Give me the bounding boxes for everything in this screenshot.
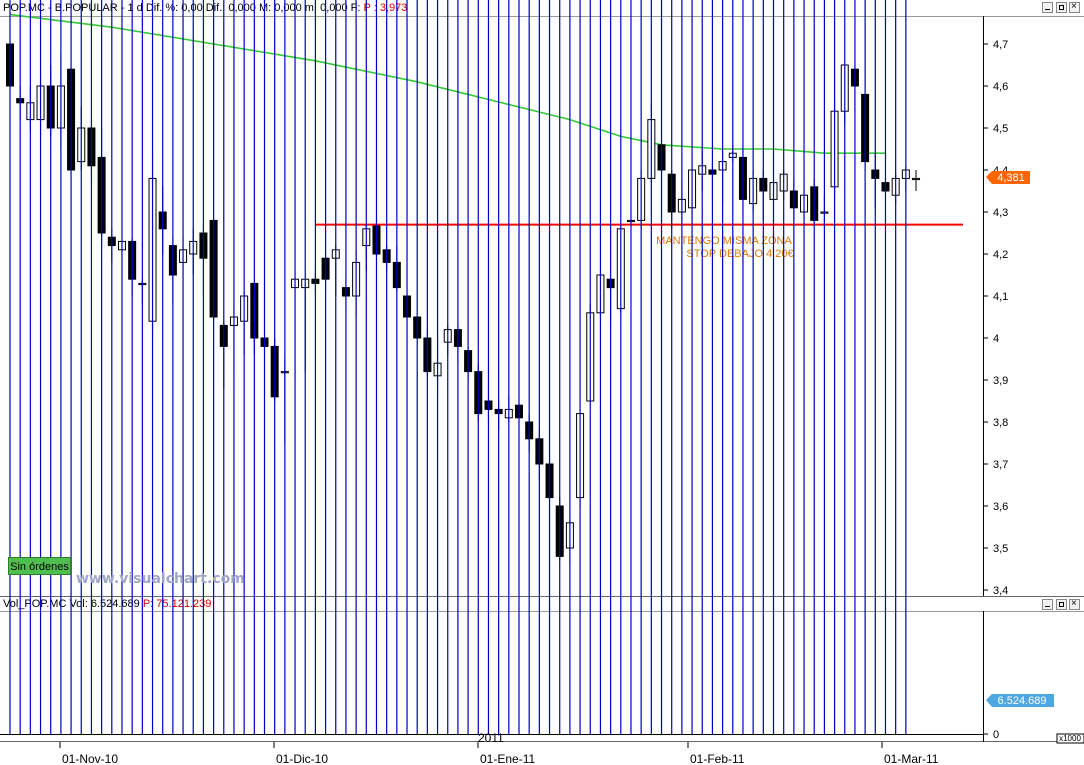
price-y-tick-label: 3,5: [993, 543, 1008, 555]
volume-unit-box: [1056, 733, 1084, 744]
x-tick-label: 01-Ene-11: [480, 752, 535, 765]
annotation-line-2: STOP DEBAJO 4.20€: [686, 248, 793, 260]
volume-panel-maximize-icon[interactable]: [1056, 599, 1067, 610]
price-y-tick-label: 3,6: [993, 501, 1008, 513]
price-y-tick-label: 4,2: [993, 249, 1008, 261]
candle-body: [912, 177, 921, 181]
price-y-tick-label: 3,8: [993, 417, 1008, 429]
x-tick-label: 01-Nov-10: [62, 752, 118, 765]
volume-unit-label: x1000: [1059, 734, 1081, 743]
watermark: www.visualchart.com: [76, 571, 245, 587]
price-y-tick-label: 3,7: [993, 459, 1008, 471]
annotation-line-1: MANTENGO MISMA ZONA: [656, 235, 792, 247]
price-panel-minimize-icon[interactable]: [1042, 2, 1053, 13]
x-tick-label: 01-Feb-11: [690, 752, 745, 765]
price-y-tick-label: 4,7: [993, 39, 1008, 51]
x-tick-label: 01-Dic-10: [276, 752, 328, 765]
price-y-tick-label: 4,1: [993, 291, 1008, 303]
volume-y-tick-label: 0: [993, 729, 999, 741]
volume-panel-header: Vol_POP.MC Vol: 6.524.689 P: 75.121.239: [0, 596, 1084, 612]
orders-status-badge[interactable]: Sin órdenes: [8, 557, 71, 575]
price-y-tick-label: 4,5: [993, 123, 1008, 135]
price-panel-title: POP.MC - B.POPULAR - 1 d Dif. %: 0,00 Di…: [3, 2, 361, 14]
price-panel-close-icon[interactable]: [1069, 2, 1080, 13]
price-panel-maximize-icon[interactable]: [1056, 2, 1067, 13]
price-y-tick-label: 4,3: [993, 207, 1008, 219]
candle: [912, 170, 921, 191]
price-y-tick-label: 4: [993, 333, 999, 345]
x-tick-label: 01-Mar-11: [884, 752, 939, 765]
volume-p-label: P: 75.121.239: [142, 598, 212, 610]
price-y-tick-label: 3,4: [993, 585, 1008, 597]
volume-panel-close-icon[interactable]: [1069, 599, 1080, 610]
year-label: 2011: [478, 731, 504, 745]
volume-marker-label: 6.524.689: [998, 695, 1047, 707]
price-y-tick-label: 3,9: [993, 375, 1008, 387]
price-marker-box: [986, 171, 1030, 184]
volume-panel-minimize-icon[interactable]: [1042, 599, 1053, 610]
volume-marker-box: [986, 694, 1054, 707]
price-marker-label: 4,381: [997, 172, 1025, 184]
price-y-tick-label: 4,6: [993, 81, 1008, 93]
